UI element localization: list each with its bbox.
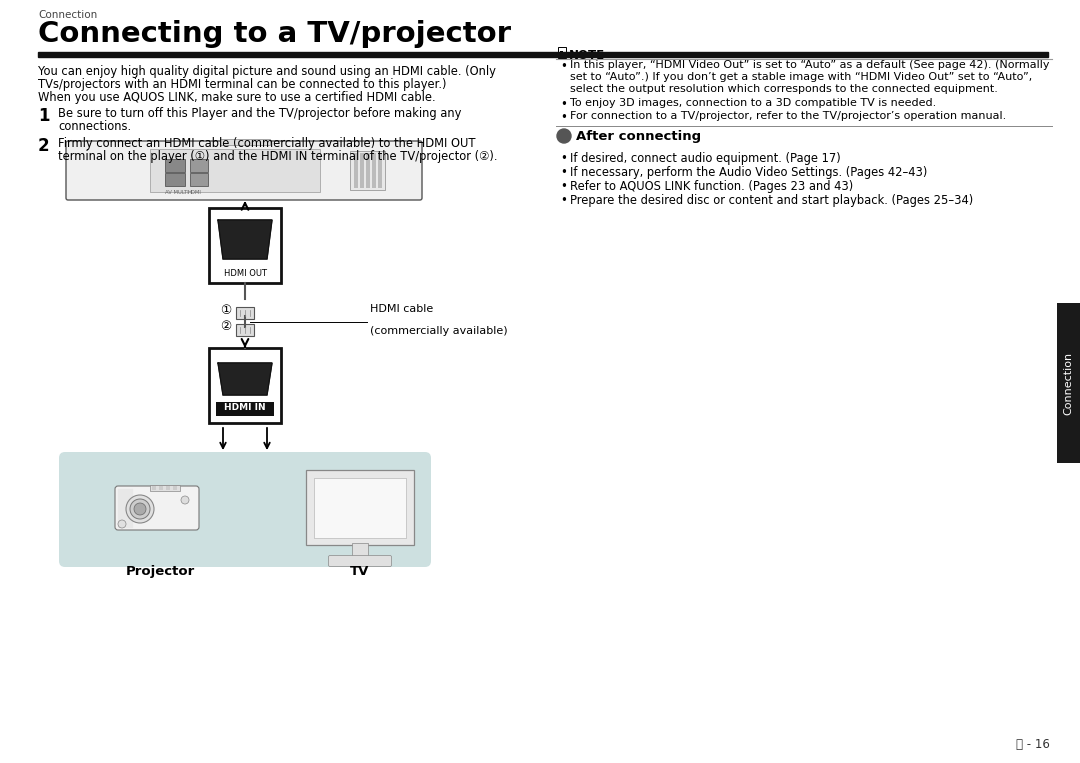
Bar [306,470,414,545]
FancyBboxPatch shape [66,141,422,200]
Bar [159,486,163,490]
FancyBboxPatch shape [59,452,431,567]
Bar [561,51,563,52]
Bar [352,543,368,561]
Circle shape [557,129,571,143]
Bar [173,486,177,490]
Text: •: • [561,152,567,165]
Text: Connecting to a TV/projector: Connecting to a TV/projector [38,20,511,48]
Text: Prepare the desired disc or content and start playback. (Pages 25–34): Prepare the desired disc or content and … [570,194,973,207]
Text: If necessary, perform the Audio Video Settings. (Pages 42–43): If necessary, perform the Audio Video Se… [570,166,928,179]
Text: TVs/projectors with an HDMI terminal can be connected to this player.): TVs/projectors with an HDMI terminal can… [38,78,446,91]
Text: Be sure to turn off this Player and the TV/projector before making any: Be sure to turn off this Player and the … [58,107,461,120]
Text: •: • [561,111,567,124]
Text: HDMI IN: HDMI IN [225,404,266,413]
Bar [378,153,382,188]
FancyBboxPatch shape [114,486,199,530]
Bar [210,348,281,423]
Text: 1: 1 [38,107,50,125]
Bar [350,151,384,190]
Bar [38,52,1048,57]
Circle shape [134,503,146,515]
Circle shape [118,520,126,528]
Text: AV MULTI: AV MULTI [165,190,189,195]
Bar [190,159,208,172]
Text: TV: TV [350,565,369,578]
Bar [165,173,185,186]
Text: ①: ① [219,304,231,317]
Text: HDMI: HDMI [188,190,202,195]
Bar [372,153,376,188]
FancyBboxPatch shape [328,555,391,566]
Polygon shape [118,489,132,527]
Text: set to “Auto”.) If you don’t get a stable image with “HDMI Video Out” set to “Au: set to “Auto”.) If you don’t get a stabl… [570,72,1032,82]
Text: •: • [561,194,567,207]
Text: ②: ② [219,320,231,333]
Polygon shape [218,220,272,259]
Bar [366,153,370,188]
Text: After connecting: After connecting [576,130,701,143]
Text: •: • [561,180,567,193]
Bar [561,55,564,56]
Bar [561,53,564,54]
Circle shape [126,495,154,523]
Text: connections.: connections. [58,120,131,133]
Text: 2: 2 [38,137,50,155]
Text: Firmly connect an HDMI cable (commercially available) to the HDMI OUT: Firmly connect an HDMI cable (commercial… [58,137,475,150]
Text: select the output resolution which corresponds to the connected equipment.: select the output resolution which corre… [570,84,998,94]
Text: Projector: Projector [125,565,194,578]
Circle shape [181,496,189,504]
Bar [150,149,320,192]
Bar [558,47,566,58]
Text: Refer to AQUOS LINK function. (Pages 23 and 43): Refer to AQUOS LINK function. (Pages 23 … [570,180,853,193]
Bar [354,153,357,188]
Text: •: • [561,60,567,73]
Text: NOTE: NOTE [569,49,605,62]
Text: When you use AQUOS LINK, make sure to use a certified HDMI cable.: When you use AQUOS LINK, make sure to us… [38,91,435,104]
Bar [165,159,185,172]
Text: If desired, connect audio equipment. (Page 17): If desired, connect audio equipment. (Pa… [570,152,840,165]
Polygon shape [218,363,272,395]
Text: To enjoy 3D images, connection to a 3D compatible TV is needed.: To enjoy 3D images, connection to a 3D c… [570,98,936,108]
Text: HDMI OUT: HDMI OUT [224,269,267,278]
Text: In this player, “HDMI Video Out” is set to “Auto” as a default (See page 42). (N: In this player, “HDMI Video Out” is set … [570,60,1050,70]
Text: •: • [561,98,567,111]
Bar [166,486,170,490]
Text: You can enjoy high quality digital picture and sound using an HDMI cable. (Only: You can enjoy high quality digital pictu… [38,65,496,78]
Bar [220,139,270,145]
Bar [152,486,156,490]
Text: •: • [561,166,567,179]
Bar [216,402,274,416]
Bar [1057,303,1080,463]
Text: terminal on the player (①) and the HDMI IN terminal of the TV/projector (②).: terminal on the player (①) and the HDMI … [58,150,498,163]
Text: (commercially available): (commercially available) [370,326,508,336]
Text: HDMI cable: HDMI cable [370,304,433,314]
Bar [237,324,254,336]
Text: Connection: Connection [38,10,97,20]
Text: ⓔ - 16: ⓔ - 16 [1016,738,1050,751]
Bar [314,478,406,538]
Bar [360,153,364,188]
Bar [150,485,180,491]
Bar [210,208,281,283]
Circle shape [130,499,150,519]
Text: Connection: Connection [1063,352,1074,414]
Bar [190,173,208,186]
Text: For connection to a TV/projector, refer to the TV/projector’s operation manual.: For connection to a TV/projector, refer … [570,111,1007,121]
Bar [237,307,254,319]
